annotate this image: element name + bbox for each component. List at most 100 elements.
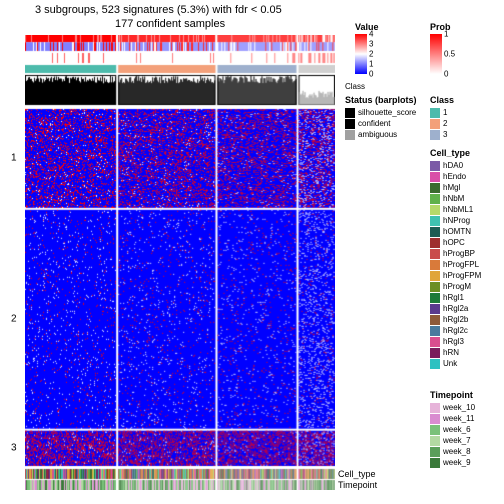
legend-swatch	[430, 315, 440, 325]
legend-label: hRgl1	[443, 293, 464, 302]
legend-item: week_7	[430, 435, 475, 446]
legend-item: week_9	[430, 457, 475, 468]
legend-label: 3	[443, 130, 447, 139]
bottom-track-label: Cell_type	[338, 469, 376, 479]
legend-label: hRgl2a	[443, 304, 468, 313]
legend-label: confident	[358, 119, 390, 128]
legend-label: hProgFPL	[443, 260, 479, 269]
legend-label: Unk	[443, 359, 457, 368]
legend-item: week_11	[430, 413, 475, 424]
legend-label: hRN	[443, 348, 459, 357]
legend-item: hMgl	[430, 182, 481, 193]
legend-item: hEndo	[430, 171, 481, 182]
legend-swatch	[430, 216, 440, 226]
legend-item: 3	[430, 129, 454, 140]
legend-label: hProgM	[443, 282, 471, 291]
legend-label: hOPC	[443, 238, 465, 247]
legend-status: Status (barplots)silhouette_scoreconfide…	[345, 95, 417, 140]
legend-tick: 1	[444, 30, 448, 39]
legend-label: hRgl2b	[443, 315, 468, 324]
legend-swatch	[430, 249, 440, 259]
legend-swatch	[430, 172, 440, 182]
legend-item: hProgFPL	[430, 259, 481, 270]
legend-item: hRgl3	[430, 336, 481, 347]
legend-class: Class123	[430, 95, 454, 140]
legend-label: week_9	[443, 458, 471, 467]
legend-item: hRgl1	[430, 292, 481, 303]
class-track-label: Class	[345, 82, 365, 91]
legend-celltype-title: Cell_type	[430, 148, 481, 158]
legend-swatch	[430, 282, 440, 292]
legend-item: week_8	[430, 446, 475, 457]
legend-item: week_6	[430, 424, 475, 435]
legend-item: hProgM	[430, 281, 481, 292]
legend-label: week_11	[443, 414, 474, 423]
legend-tick: 2	[369, 50, 373, 59]
legend-item: hRgl2a	[430, 303, 481, 314]
legend-tick: 1	[369, 60, 373, 69]
legend-swatch	[430, 108, 440, 118]
legend-timepoint: Timepointweek_10week_11week_6week_7week_…	[430, 390, 475, 468]
legend-label: week_10	[443, 403, 475, 412]
legend-label: hEndo	[443, 172, 466, 181]
legend-swatch	[430, 238, 440, 248]
legend-item: hNProg	[430, 215, 481, 226]
legend-swatch	[430, 119, 440, 129]
legend-swatch	[430, 458, 440, 468]
legend-swatch	[430, 205, 440, 215]
legend-item: hProgBP	[430, 248, 481, 259]
legend-label: hRgl3	[443, 337, 464, 346]
legend-swatch	[430, 183, 440, 193]
legend-item: week_10	[430, 402, 475, 413]
legend-item: silhouette_score	[345, 107, 417, 118]
legend-label: 2	[443, 119, 447, 128]
heatmap-plot	[25, 35, 335, 490]
legend-label: hNProg	[443, 216, 470, 225]
legend-tick: 0	[444, 70, 448, 79]
legend-label: hDA0	[443, 161, 463, 170]
legend-item: ambiguous	[345, 129, 417, 140]
legend-prob-gradient: 10.50	[430, 34, 442, 74]
legend-item: hDA0	[430, 160, 481, 171]
title-line-1: 3 subgroups, 523 signatures (5.3%) with …	[35, 4, 282, 16]
legend-item: hOPC	[430, 237, 481, 248]
legend-label: week_8	[443, 447, 471, 456]
legend-label: hProgBP	[443, 249, 475, 258]
legend-swatch	[430, 436, 440, 446]
legend-item: confident	[345, 118, 417, 129]
legend-prob: Prob10.50	[430, 22, 451, 74]
legend-label: hNbM	[443, 194, 464, 203]
legend-swatch	[430, 359, 440, 369]
legend-celltype: Cell_typehDA0hEndohMglhNbMhNbML1hNProghO…	[430, 148, 481, 369]
legend-item: hRN	[430, 347, 481, 358]
legend-label: 1	[443, 108, 447, 117]
legend-item: hProgFPM	[430, 270, 481, 281]
legend-swatch	[430, 271, 440, 281]
legend-label: hMgl	[443, 183, 460, 192]
legend-tick: 0.5	[444, 50, 455, 59]
legend-swatch	[430, 348, 440, 358]
legend-swatch	[430, 304, 440, 314]
legend-item: hRgl2b	[430, 314, 481, 325]
legend-timepoint-title: Timepoint	[430, 390, 475, 400]
legend-swatch	[430, 414, 440, 424]
legend-swatch	[430, 425, 440, 435]
legend-value: Value 43210	[355, 22, 379, 74]
legend-tick: 3	[369, 40, 373, 49]
legend-item: hNbML1	[430, 204, 481, 215]
legend-value-title: Value	[355, 22, 379, 32]
legend-swatch	[430, 326, 440, 336]
legend-swatch	[430, 337, 440, 347]
legend-tick: 0	[369, 70, 373, 79]
legend-label: week_6	[443, 425, 471, 434]
legend-item: 1	[430, 107, 454, 118]
legend-swatch	[430, 161, 440, 171]
legend-label: ambiguous	[358, 130, 397, 139]
legend-swatch	[345, 108, 355, 118]
legend-item: hOMTN	[430, 226, 481, 237]
legend-tick: 4	[369, 30, 373, 39]
legend-label: hRgl2c	[443, 326, 468, 335]
legend-item: hNbM	[430, 193, 481, 204]
row-group-label: 1	[11, 153, 17, 164]
legend-value-gradient: 43210	[355, 34, 367, 74]
